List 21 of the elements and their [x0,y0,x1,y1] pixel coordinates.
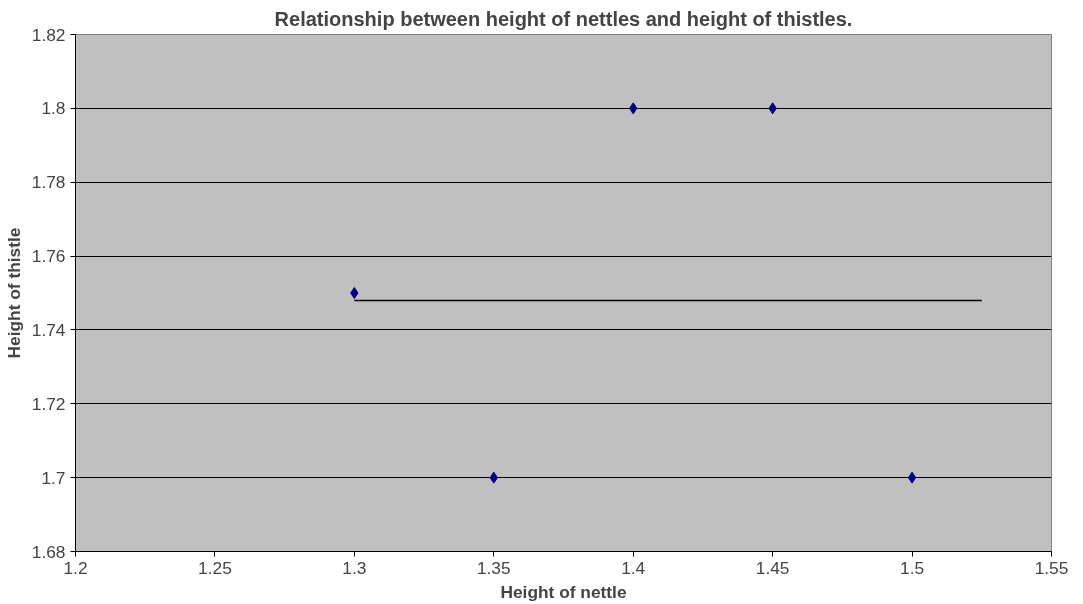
x-tick-label: 1.35 [476,557,511,578]
y-tick-label: 1.72 [31,393,66,414]
x-tick-label: 1.5 [900,557,925,578]
x-tick-label: 1.25 [198,557,232,578]
x-tick-label: 1.2 [63,557,88,578]
x-tick-label: 1.4 [621,557,646,578]
y-axis-title: Height of thistle [3,227,24,359]
y-tick-label: 1.78 [31,172,66,193]
x-tick-label: 1.45 [755,557,790,578]
x-tick-label: 1.55 [1034,557,1069,578]
y-tick-label: 1.76 [31,246,66,267]
y-tick-label: 1.74 [31,319,66,340]
point [350,287,359,299]
y-tick-label: 1.7 [41,467,66,488]
x-axis-title: Height of nettle [500,581,627,602]
y-tick-label: 1.68 [31,541,66,562]
chart-title: Relationship between height of nettles and height of thistles. [274,7,853,30]
y-tick-label: 1.8 [41,98,66,119]
x-tick-label: 1.3 [342,557,367,578]
y-tick-label: 1.82 [31,24,66,45]
point [907,471,917,484]
